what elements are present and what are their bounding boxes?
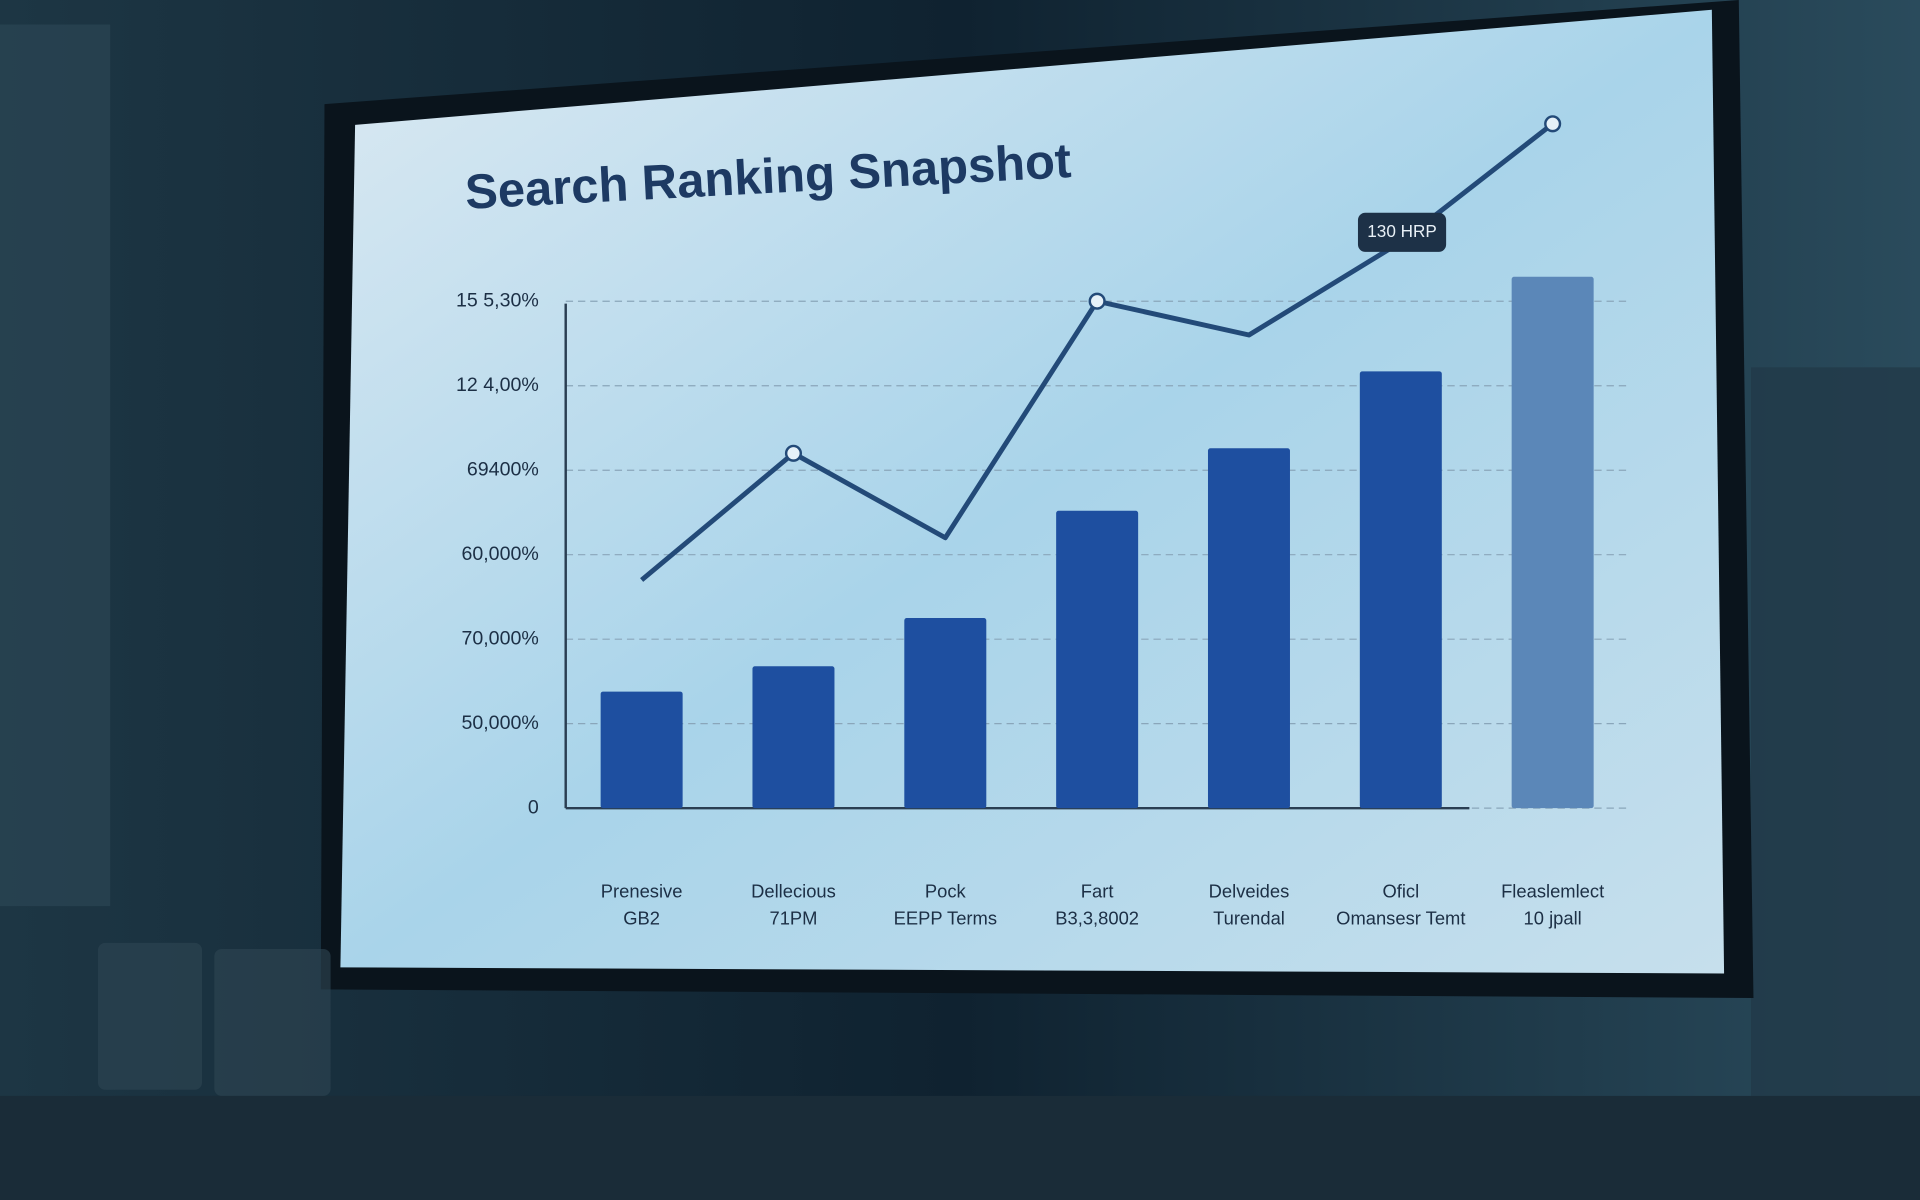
- annotation: 130 HRP: [1367, 221, 1436, 241]
- x-tick-label: Prenesive GB2: [600, 881, 683, 930]
- y-tick-label: 15 5,30%: [456, 289, 539, 311]
- building: [1751, 367, 1920, 1103]
- bar: [600, 691, 683, 809]
- bar: [752, 666, 835, 809]
- x-tick-label: Fleaslemlect 10 jpall: [1501, 881, 1605, 930]
- x-tick-label-box: Delveides Turendal: [1208, 881, 1290, 930]
- x-tick-label: Oficl Omansesr Temt: [1336, 881, 1466, 930]
- bar: [904, 618, 987, 809]
- building: [0, 24, 111, 907]
- glass: [97, 942, 203, 1090]
- plot: 0 50,000% 70,000% 60,000% 69400% 12 4,00% 15 5…: [456, 115, 1629, 930]
- x-tick-label: Delveides Turendal: [1208, 881, 1290, 930]
- x-tick-label-box: Fleaslemlect 10 jpall: [1501, 881, 1605, 930]
- y-tick-label: 60,000%: [461, 543, 538, 565]
- y-tick-label: 12 4,00%: [456, 374, 539, 396]
- x-tick-label-box: Pock EEPP Terms: [893, 881, 998, 930]
- x-tick-label-box: Dellecious 71PM: [751, 881, 836, 930]
- glass: [214, 948, 331, 1096]
- x-tick-label: Pock EEPP Terms: [893, 881, 998, 930]
- bar: [1056, 510, 1139, 809]
- annotation-box: [1357, 212, 1447, 252]
- y-tick-label: 0: [528, 796, 539, 818]
- x-tick-label-box: Oficl Omansesr Temt: [1336, 881, 1466, 930]
- x-tick-label-box: Fart B3,3,8002: [1055, 881, 1140, 930]
- line-marker: [1544, 115, 1562, 133]
- bar: [1359, 371, 1442, 809]
- x-tick-label: Dellecious 71PM: [751, 881, 836, 930]
- table: [0, 1095, 1920, 1200]
- x-tick-label: Fart B3,3,8002: [1055, 881, 1140, 930]
- y-tick-label: 69400%: [467, 458, 539, 480]
- bar: [1207, 448, 1290, 809]
- line-marker: [1088, 292, 1106, 310]
- x-tick-label-box: Prenesive GB2: [600, 881, 683, 930]
- bar: [1511, 276, 1594, 809]
- line-marker: [784, 444, 803, 462]
- y-tick-label: 50,000%: [461, 712, 538, 734]
- y-tick-label: 70,000%: [461, 627, 538, 649]
